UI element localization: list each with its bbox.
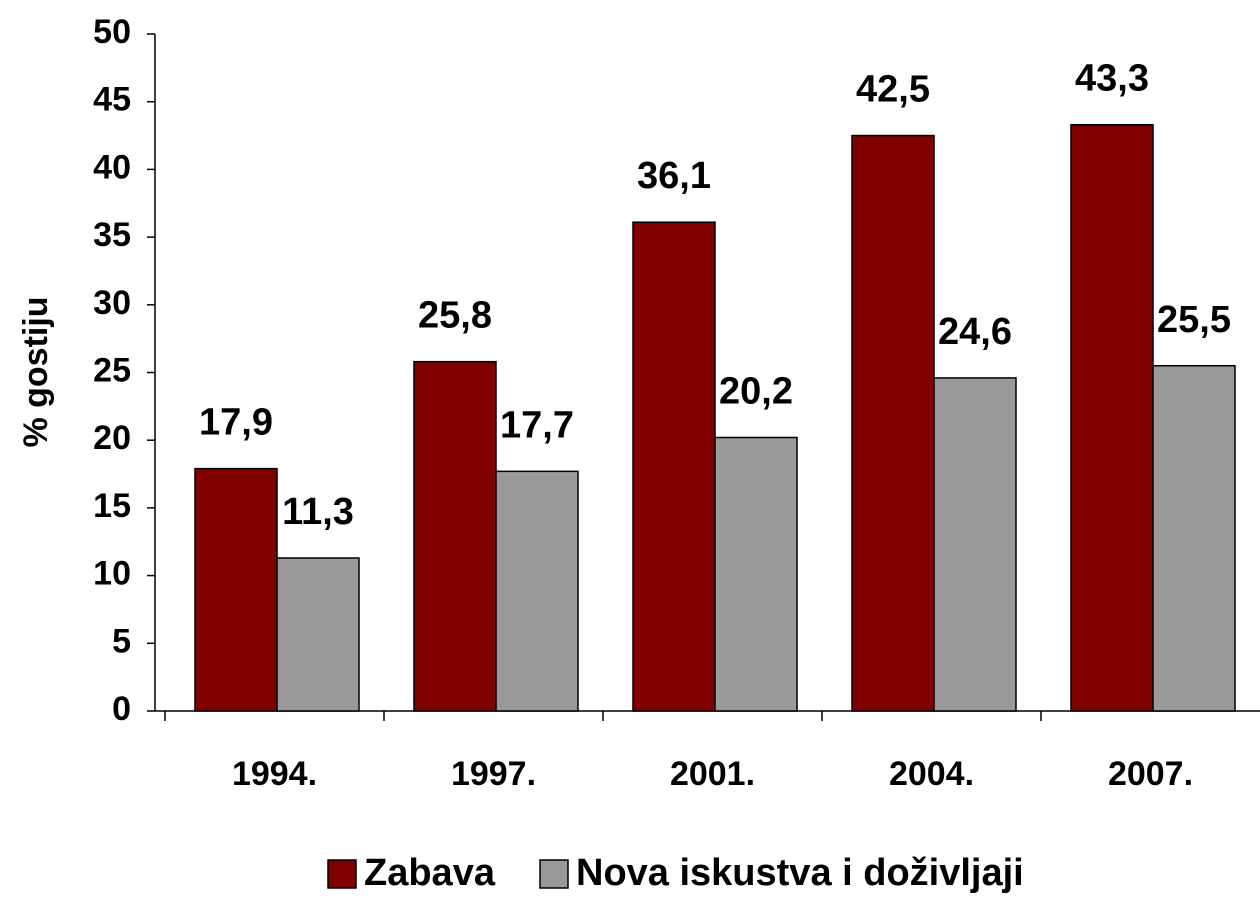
bar (632, 221, 716, 712)
value-label: 25,5 (1157, 299, 1231, 341)
y-tick-label: 40 (93, 148, 131, 186)
bar (714, 436, 798, 712)
y-tick-label: 10 (93, 555, 131, 593)
x-tick-label: 1994. (232, 755, 317, 793)
bar (413, 360, 497, 712)
y-tick-label: 45 (93, 81, 131, 119)
legend-label: Zabava (364, 852, 496, 894)
y-tick-label: 20 (93, 419, 131, 457)
value-label: 17,7 (500, 404, 574, 446)
legend-swatch (327, 859, 357, 889)
y-tick-label: 0 (112, 690, 131, 728)
y-tick-label: 25 (93, 351, 131, 389)
value-label: 36,1 (637, 155, 711, 197)
legend-swatch (539, 859, 569, 889)
value-label: 24,6 (938, 311, 1012, 353)
x-tick-label: 2001. (670, 755, 755, 793)
bar (276, 557, 360, 712)
x-tick-label: 2004. (889, 755, 974, 793)
bar (495, 470, 579, 712)
bar (194, 467, 278, 712)
y-tick-label: 35 (93, 216, 131, 254)
value-label: 25,8 (418, 295, 492, 337)
x-tick-label: 2007. (1108, 755, 1193, 793)
bar (1152, 364, 1236, 712)
value-label: 11,3 (282, 491, 354, 533)
y-tick-label: 15 (93, 487, 131, 525)
bar (933, 377, 1017, 712)
y-axis-label: % gostiju (17, 296, 55, 447)
value-label: 42,5 (856, 69, 930, 111)
y-tick-label: 50 (93, 13, 131, 51)
x-tick-label: 1997. (451, 755, 536, 793)
legend-label: Nova iskustva i doživljaji (576, 852, 1024, 894)
bar (1070, 123, 1154, 712)
y-tick-label: 5 (112, 622, 131, 660)
value-label: 43,3 (1075, 58, 1149, 100)
value-label: 17,9 (199, 402, 273, 444)
y-tick-label: 30 (93, 284, 131, 322)
value-label: 20,2 (719, 371, 793, 413)
bar (851, 134, 935, 712)
